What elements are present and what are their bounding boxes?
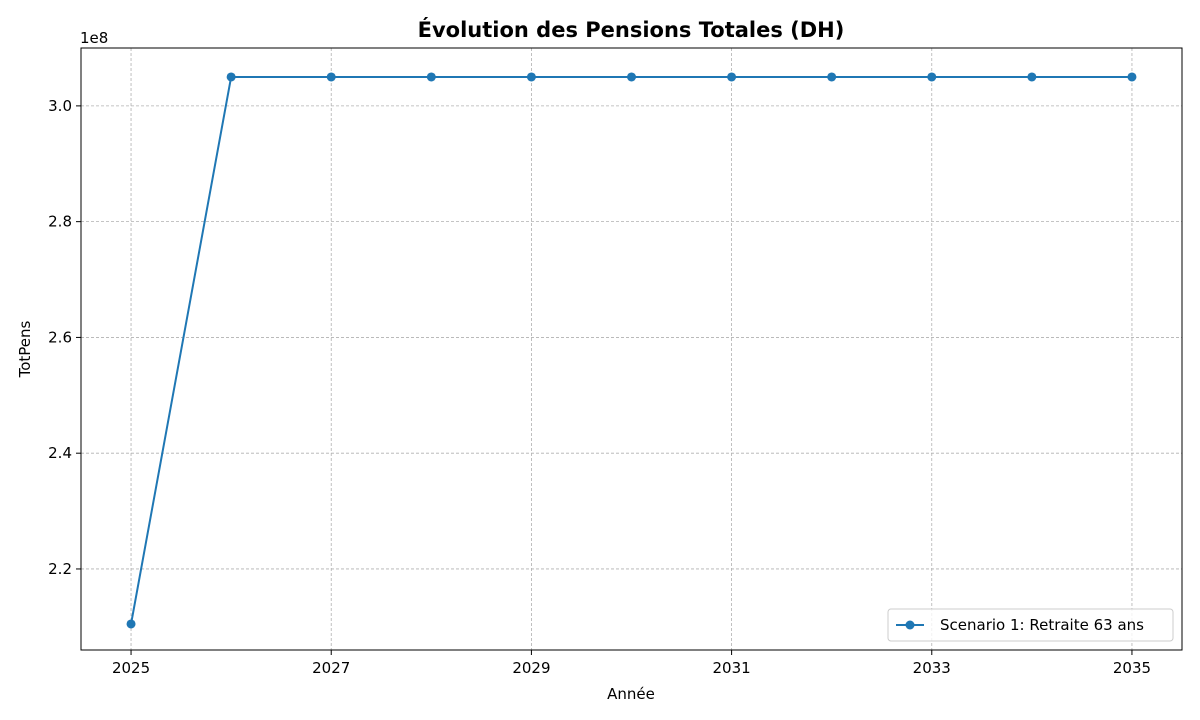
y-axis-ticks: 2.2 2.4 2.6 2.8 3.0	[48, 97, 81, 578]
data-point	[827, 72, 837, 82]
x-tick-label: 2027	[312, 659, 350, 677]
grid	[81, 48, 1182, 650]
x-tick-label: 2033	[913, 659, 951, 677]
data-point	[526, 72, 536, 82]
x-tick-label: 2035	[1113, 659, 1151, 677]
legend-entry-label: Scenario 1: Retraite 63 ans	[940, 616, 1144, 634]
legend-marker-swatch	[905, 620, 915, 630]
x-axis-ticks: 2025 2027 2029 2031 2033 2035	[112, 650, 1151, 677]
y-axis-label: TotPens	[16, 320, 34, 378]
data-point	[1027, 72, 1037, 82]
data-point	[627, 72, 636, 82]
x-axis-label: Année	[607, 685, 655, 703]
data-point	[727, 72, 737, 82]
y-tick-label: 3.0	[48, 97, 72, 115]
legend-box	[887, 608, 1174, 642]
y-tick-label: 2.2	[48, 560, 72, 578]
chart-title: Évolution des Pensions Totales (DH)	[418, 17, 845, 42]
series-layer	[126, 72, 1137, 629]
data-point	[326, 72, 336, 82]
plot-frame	[80, 47, 1183, 651]
data-point	[226, 72, 236, 82]
y-tick-label: 2.8	[48, 213, 72, 231]
data-point	[1127, 72, 1137, 82]
x-tick-label: 2029	[512, 659, 550, 677]
data-point	[426, 72, 436, 82]
y-axis-offset-label: 1e8	[80, 29, 108, 47]
data-point	[126, 619, 136, 629]
x-tick-label: 2025	[112, 659, 150, 677]
data-point	[927, 72, 937, 82]
x-tick-label: 2031	[712, 659, 750, 677]
y-tick-label: 2.4	[48, 444, 72, 462]
legend: Scenario 1: Retraite 63 ans	[887, 608, 1174, 642]
y-tick-label: 2.6	[48, 328, 72, 346]
